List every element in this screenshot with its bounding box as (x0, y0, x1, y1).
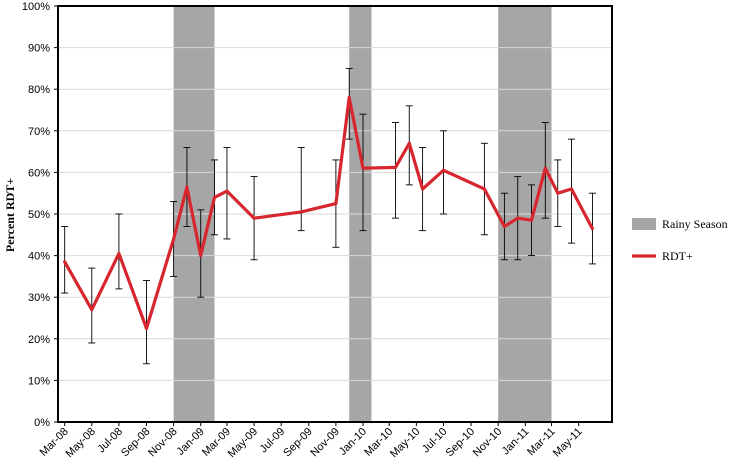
x-axis-ticks: Mar-08May-08Jul-08Sep-08Nov-08Jan-09Mar-… (38, 422, 585, 460)
x-tick-label: Nov-10 (471, 426, 505, 460)
y-tick-label: 70% (28, 126, 50, 138)
x-tick-label: Sep-10 (444, 426, 478, 460)
data-point (441, 168, 445, 172)
x-tick-label: May-09 (226, 426, 260, 460)
x-tick-label: May-10 (388, 426, 422, 460)
y-tick-label: 60% (28, 167, 50, 179)
y-tick-label: 20% (28, 334, 50, 346)
error-bars (61, 67, 596, 365)
y-tick-label: 0% (34, 417, 50, 429)
y-axis-label: Percent RDT+ (3, 178, 17, 252)
series-line-rdt (63, 95, 595, 330)
data-point (117, 252, 121, 256)
x-tick-label: Sep-08 (119, 426, 153, 460)
data-point (516, 216, 520, 220)
data-point (543, 166, 547, 170)
x-tick-label: Nov-08 (146, 426, 180, 460)
x-tick-label: Sep-09 (281, 426, 315, 460)
data-point (334, 202, 338, 206)
x-tick-label: May-11 (551, 426, 585, 460)
legend-label-rdt: RDT+ (662, 249, 693, 263)
data-point (361, 166, 365, 170)
data-point (144, 326, 148, 330)
legend-label-rainy-season: Rainy Season (662, 217, 728, 231)
data-point (502, 224, 506, 228)
y-tick-label: 100% (22, 1, 50, 13)
y-tick-label: 30% (28, 292, 50, 304)
data-point (482, 187, 486, 191)
y-tick-label: 10% (28, 375, 50, 387)
y-tick-label: 80% (28, 84, 50, 96)
data-point (530, 218, 534, 222)
y-tick-label: 90% (28, 43, 50, 55)
data-point (172, 237, 176, 241)
data-point (407, 141, 411, 145)
data-point (63, 260, 67, 264)
data-point (556, 191, 560, 195)
data-point (421, 187, 425, 191)
data-point (252, 216, 256, 220)
data-point (213, 195, 217, 199)
x-tick-label: Nov-09 (308, 426, 342, 460)
y-gridlines (58, 47, 612, 381)
legend: Rainy Season RDT+ (632, 217, 728, 263)
data-point (590, 227, 594, 231)
data-point (299, 210, 303, 214)
data-point (393, 165, 397, 169)
data-point (347, 96, 351, 100)
y-tick-label: 40% (28, 251, 50, 263)
data-point (90, 308, 94, 312)
data-point (185, 185, 189, 189)
data-point (225, 189, 229, 193)
x-tick-label: May-08 (63, 426, 97, 460)
data-point (570, 187, 574, 191)
rdt-series (63, 95, 595, 330)
legend-swatch-rainy-season (632, 218, 656, 230)
y-tick-label: 50% (28, 209, 50, 221)
data-point (199, 254, 203, 258)
y-axis-ticks: 0% 10% 20% 30% 40% 50% 60% 70% 80% 90% 100% (22, 1, 58, 429)
